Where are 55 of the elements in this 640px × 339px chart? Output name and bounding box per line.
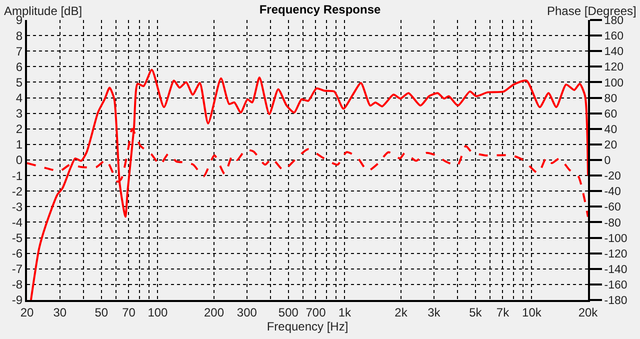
x-tick-label: 50 <box>94 305 108 320</box>
y-tick-label: 1 <box>16 138 23 152</box>
y-tick-label: -8 <box>12 278 23 292</box>
y-tick-label: -6 <box>12 246 23 261</box>
y2-tick-label: -140 <box>604 264 628 276</box>
y2-tick-label: 60 <box>604 108 618 120</box>
y2-tick-label: -120 <box>604 248 628 260</box>
y-tick-label: -3 <box>12 200 23 214</box>
y2-tick-label: -80 <box>604 217 621 230</box>
y2-tick-label: 40 <box>604 124 618 136</box>
x-tick-label: 7k <box>496 305 510 320</box>
y2-tick-label: -180 <box>604 295 628 308</box>
x-tick-label: 70 <box>122 305 136 320</box>
y-tick-label: -1 <box>12 168 23 183</box>
y2-tick-label: -20 <box>604 170 621 183</box>
y-tick-label: -7 <box>12 262 23 276</box>
y-tick-label: -5 <box>12 230 23 245</box>
y-tick-label: 0 <box>16 153 23 168</box>
x-tick-label: 10k <box>522 305 542 320</box>
x-tick-label: 300 <box>236 305 258 320</box>
y-tick-label: 4 <box>16 90 23 105</box>
y-tick-label: 7 <box>16 44 23 58</box>
x-tick-label: 200 <box>204 305 224 320</box>
y-tick-label: -4 <box>12 215 23 230</box>
x-tick-label: 30 <box>53 305 67 320</box>
y2-tick-label: -160 <box>604 279 628 292</box>
y2-tick-label: 20 <box>604 139 618 152</box>
x-tick-label: 1k <box>338 305 352 320</box>
x-tick-label: 20 <box>20 305 34 320</box>
x-tick-label: 2k <box>394 305 408 320</box>
y2-tick-label: 100 <box>604 77 624 90</box>
x-tick-label: 500 <box>278 305 299 320</box>
y2-tick-label: 80 <box>604 92 618 105</box>
y-tick-label: 8 <box>16 28 23 43</box>
y-tick-label: 3 <box>16 106 23 121</box>
y-tick-label: 2 <box>16 122 23 136</box>
y2-tick-label: 140 <box>604 46 624 58</box>
y-tick-label: -2 <box>12 184 23 198</box>
x-tick-label: 700 <box>306 305 326 320</box>
x-tick-label: 3k <box>428 305 442 320</box>
y2-tick-label: 0 <box>604 155 611 168</box>
x-axis-title: Frequency [Hz] <box>266 319 348 334</box>
y-tick-label: 6 <box>16 60 23 74</box>
y2-tick-label: -40 <box>604 186 621 198</box>
y2-tick-label: 160 <box>604 30 624 43</box>
y2-tick-label: -60 <box>604 202 621 214</box>
y-tick-label: 5 <box>16 75 23 90</box>
x-tick-label: 100 <box>148 305 168 320</box>
y2-tick-label: 120 <box>604 62 624 74</box>
y2-tick-label: -100 <box>604 232 628 245</box>
chart-title: Frequency Response <box>259 2 382 16</box>
y2-axis-title: Phase [Degrees] <box>547 4 636 18</box>
x-tick-label: 5k <box>469 305 483 320</box>
y-tick-label: -9 <box>12 293 23 308</box>
x-tick-label: 20k <box>578 305 599 320</box>
